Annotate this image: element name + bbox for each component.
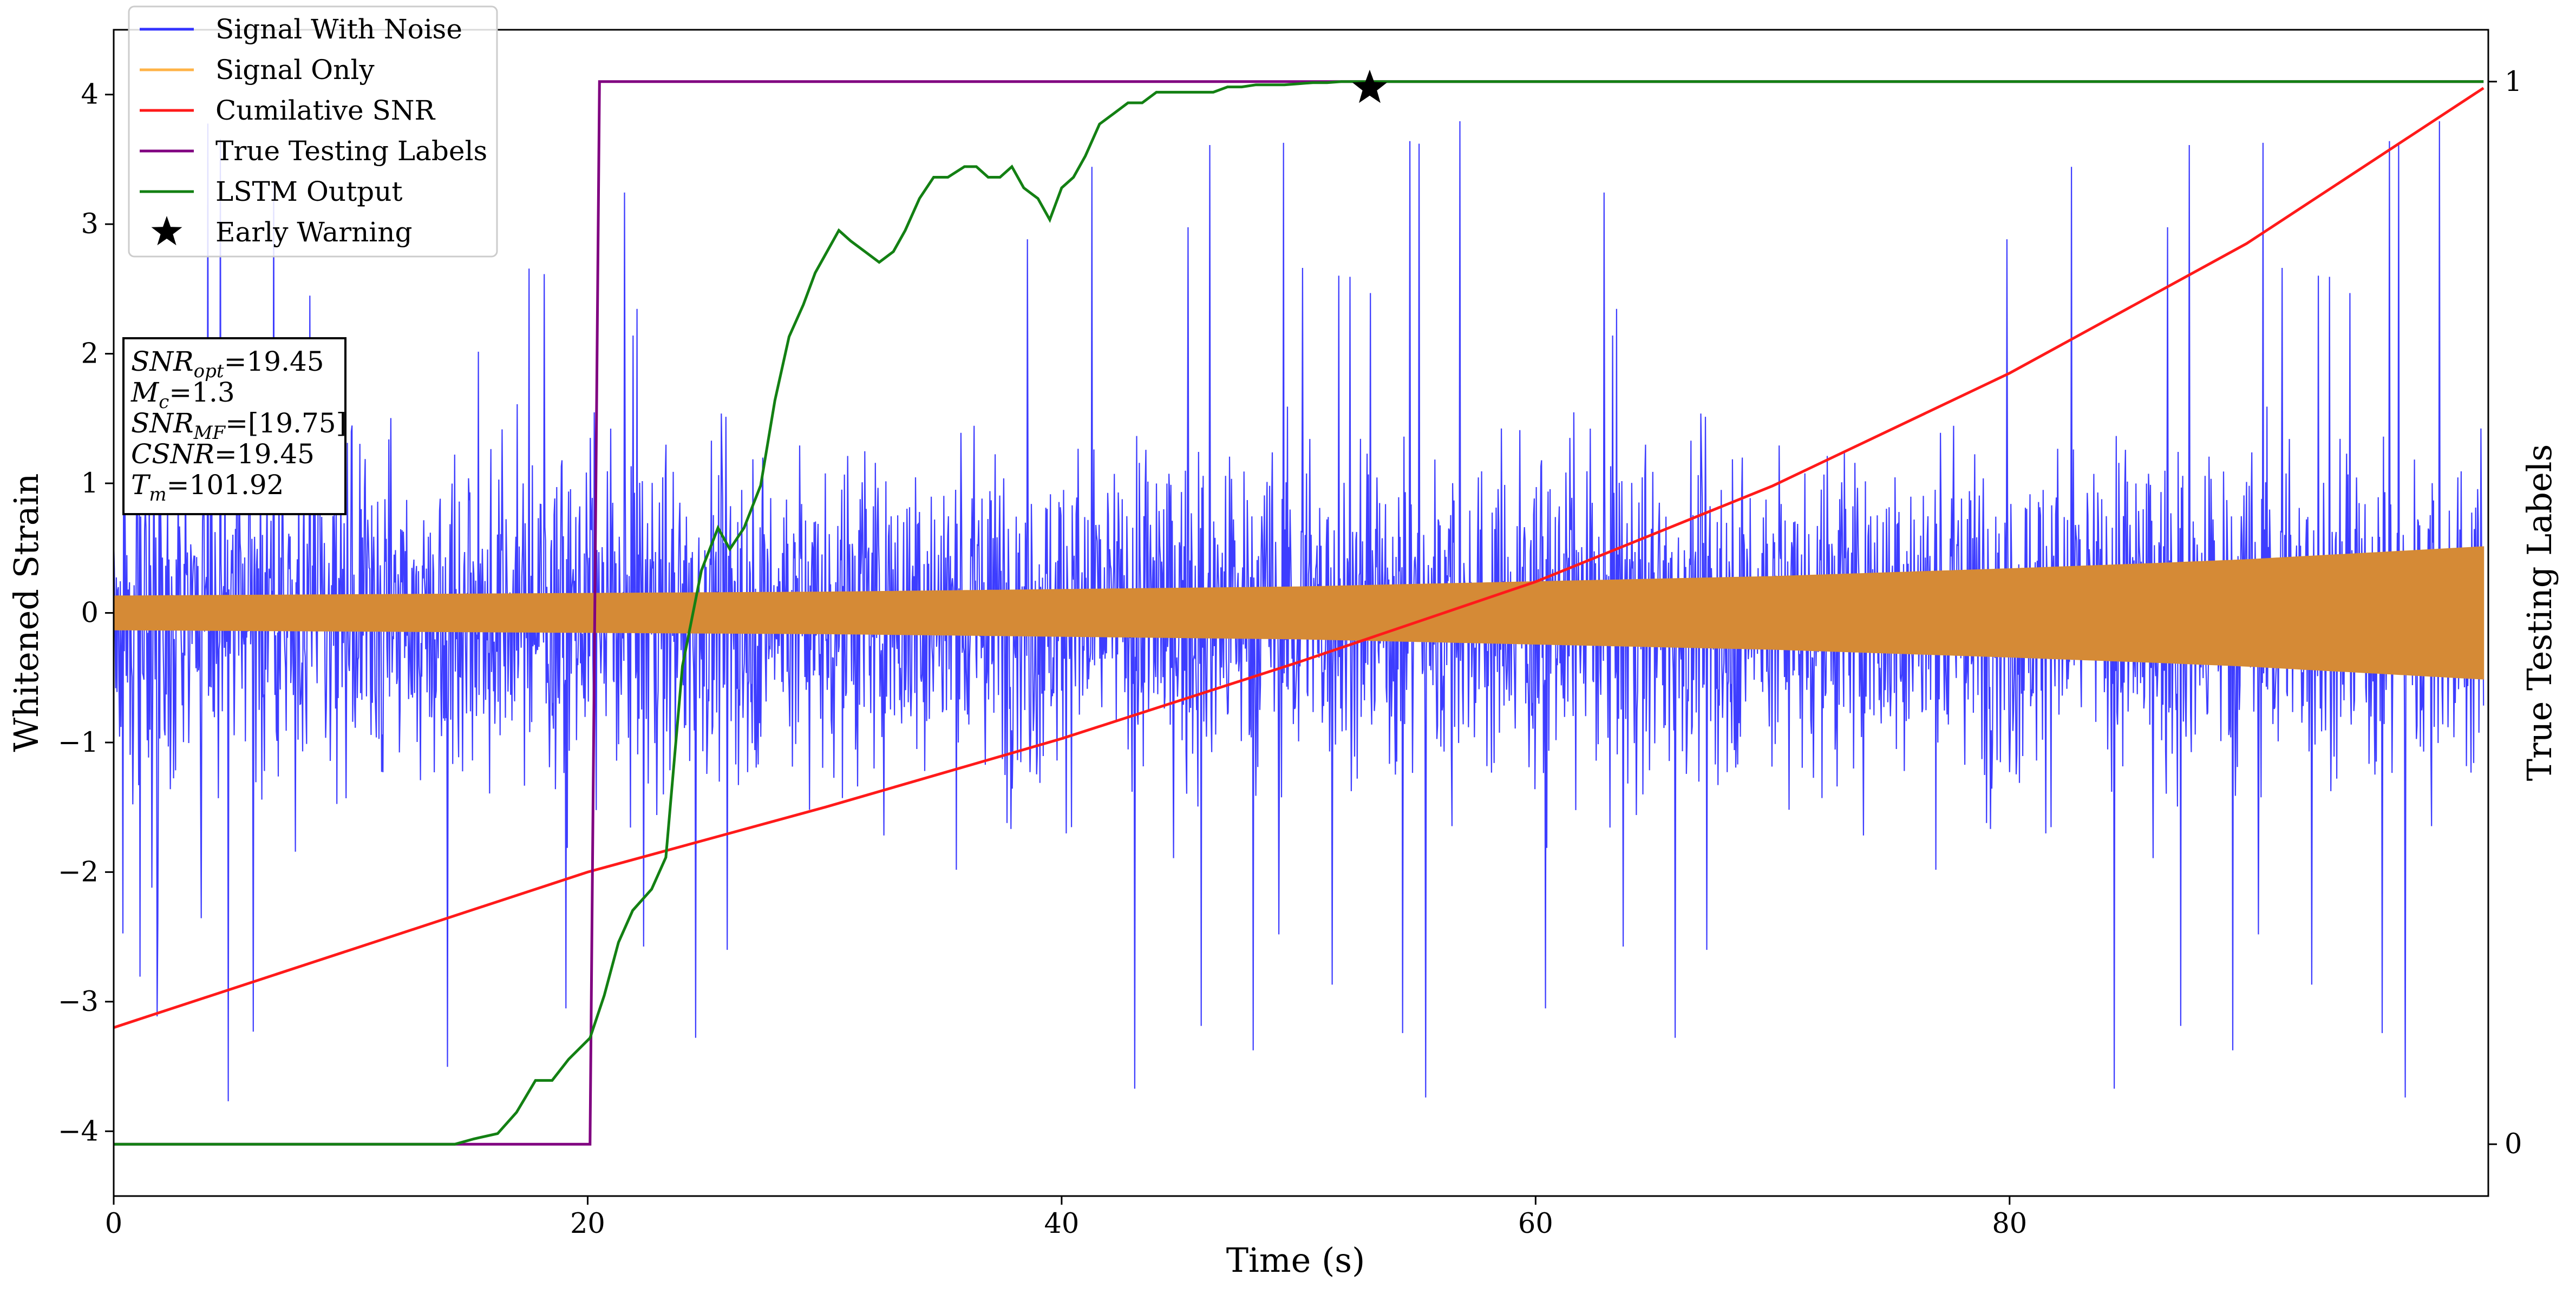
parameter-line: Mc=1.3 [130,377,235,413]
y-axis-label: Whitened Strain [6,474,46,752]
legend-label: Signal Only [215,54,375,86]
legend-box [128,5,498,258]
series-cumulative-snr [114,87,2485,1029]
y-tick-label: 3 [81,208,99,240]
x-axis-label: Time (s) [1226,1240,1365,1280]
series-lstm-output [114,80,2484,1146]
x-tick-label: 80 [1992,1208,2027,1240]
x-tick-label: 20 [570,1208,605,1240]
y2-axis-label: True Testing Labels [2520,444,2559,781]
y2-tick-label: 1 [2505,66,2522,98]
series-signal-only [114,546,2485,680]
parameter-line: Tm=101.92 [131,469,284,505]
x-tick-label: 40 [1044,1208,1079,1240]
y-tick-label: 1 [81,468,99,500]
parameter-box-frame [122,337,346,515]
legend-label: Signal With Noise [215,14,462,45]
legend-label: Early Warning [215,216,413,248]
y-tick-label: −3 [58,986,99,1018]
legend-marker-star [151,216,182,246]
x-tick-label: 60 [1518,1208,1553,1240]
parameter-line: CSNR=19.45 [131,438,315,470]
early-warning-marker [1352,69,1388,103]
parameter-line: SNRopt=19.45 [131,346,324,382]
parameter-box: SNRopt=19.45Mc=1.3SNRMF=[19.75]CSNR=19.4… [122,337,346,515]
y-tick-label: −1 [58,727,99,759]
y-tick-label: −4 [58,1115,99,1147]
parameter-line: SNRMF=[19.75] [131,408,346,444]
y-tick-label: −2 [58,856,99,888]
legend-label: LSTM Output [215,176,402,207]
y-tick-label: 0 [81,597,99,629]
legend-label: True Testing Labels [215,135,487,167]
x-tick-label: 0 [105,1208,122,1240]
y-tick-label: 2 [81,338,99,370]
y-tick-label: 4 [81,79,99,111]
legend-label: Cumilative SNR [215,95,435,126]
y2-tick-label: 0 [2505,1128,2522,1160]
legend: Signal With Noise Signal Only Cumilative S… [128,5,498,258]
